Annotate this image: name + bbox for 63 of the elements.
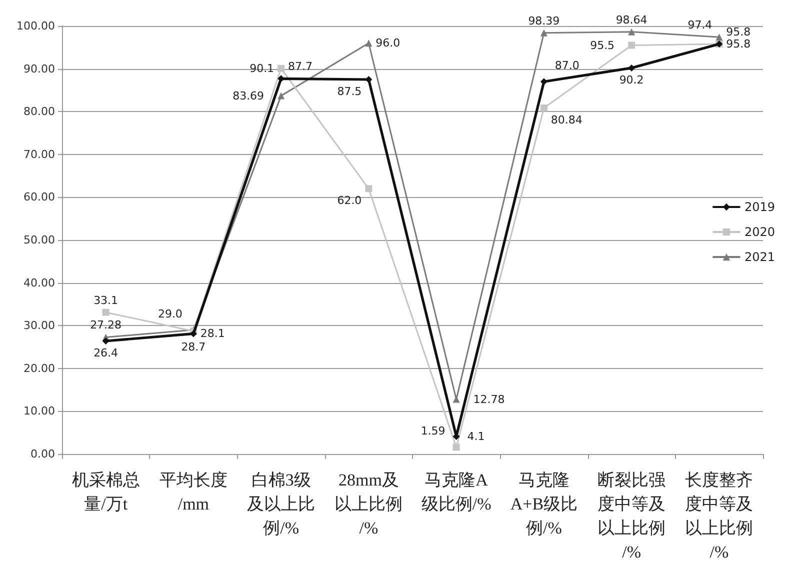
point (716, 34, 723, 41)
data-label: 87.7 (288, 60, 313, 74)
legend-label: 2020 (744, 225, 776, 239)
x-tick-label: 长度整齐度中等及以上比例/% (685, 470, 754, 562)
data-label: 83.69 (232, 89, 264, 102)
x-tick-label: 机采棉总量/万t (72, 470, 140, 514)
data-label: 95.8 (726, 25, 751, 38)
data-label: 90.2 (619, 73, 644, 86)
point (365, 185, 372, 192)
data-label: 96.0 (376, 36, 400, 50)
point (102, 338, 110, 345)
data-label: 26.4 (94, 346, 118, 360)
x-tick-label: 断裂比强度中等及以上比例/% (598, 470, 666, 562)
point (628, 64, 636, 72)
data-label: 98.64 (616, 13, 648, 26)
legend-label: 2019 (744, 200, 776, 214)
point (628, 28, 636, 36)
x-tick-label: 马克隆A级比例/% (421, 470, 492, 514)
data-label: 90.1 (250, 62, 274, 75)
data-label: 4.1 (467, 430, 485, 443)
y-tick-label: 100.00 (16, 20, 55, 32)
point (102, 308, 110, 316)
y-tick-label: 60.00 (24, 190, 55, 204)
point (190, 330, 197, 338)
y-tick-label: 50.00 (24, 234, 55, 246)
legend-label: 2021 (744, 250, 776, 264)
x-tick-label: 平均长度/mm (159, 470, 228, 514)
data-label: 95.8 (726, 37, 751, 50)
x-tick-label: 28mm及以上比例/% (334, 470, 403, 538)
y-tick-label: 30.00 (24, 319, 55, 332)
x-tick-label: 马克隆A+B级比例/% (510, 470, 578, 538)
point (278, 64, 285, 72)
point (540, 78, 548, 86)
data-label: 29.0 (158, 307, 182, 320)
data-label: 12.78 (473, 392, 505, 406)
point (452, 396, 460, 403)
point (278, 92, 285, 100)
data-label: 62.0 (337, 194, 362, 208)
y-tick-label: 90.00 (24, 62, 55, 76)
data-label: 98.39 (528, 14, 560, 28)
y-tick-label: 70.00 (24, 148, 55, 161)
point (540, 29, 548, 36)
x-tick-label: 白棉3级及以上比例/% (247, 470, 316, 538)
data-label: 1.59 (420, 424, 446, 438)
data-label: 28.7 (181, 340, 206, 354)
y-tick-label: 40.00 (24, 276, 55, 290)
point (452, 444, 460, 451)
data-label: 80.84 (550, 114, 582, 127)
data-label: 87.5 (337, 85, 362, 98)
y-tick-label: 80.00 (24, 105, 55, 118)
data-label: 28.1 (200, 327, 225, 340)
data-label: 87.0 (554, 59, 580, 72)
point (365, 40, 372, 47)
data-label: 33.1 (94, 294, 118, 307)
y-tick-label: 20.00 (24, 362, 55, 375)
point (540, 104, 548, 112)
data-label: 27.28 (90, 318, 122, 332)
point (365, 76, 372, 83)
y-tick-label: 0.00 (30, 448, 55, 460)
point (628, 42, 636, 49)
y-tick-label: 10.00 (24, 404, 55, 418)
data-label: 95.5 (590, 38, 615, 52)
data-label: 97.4 (688, 18, 712, 32)
